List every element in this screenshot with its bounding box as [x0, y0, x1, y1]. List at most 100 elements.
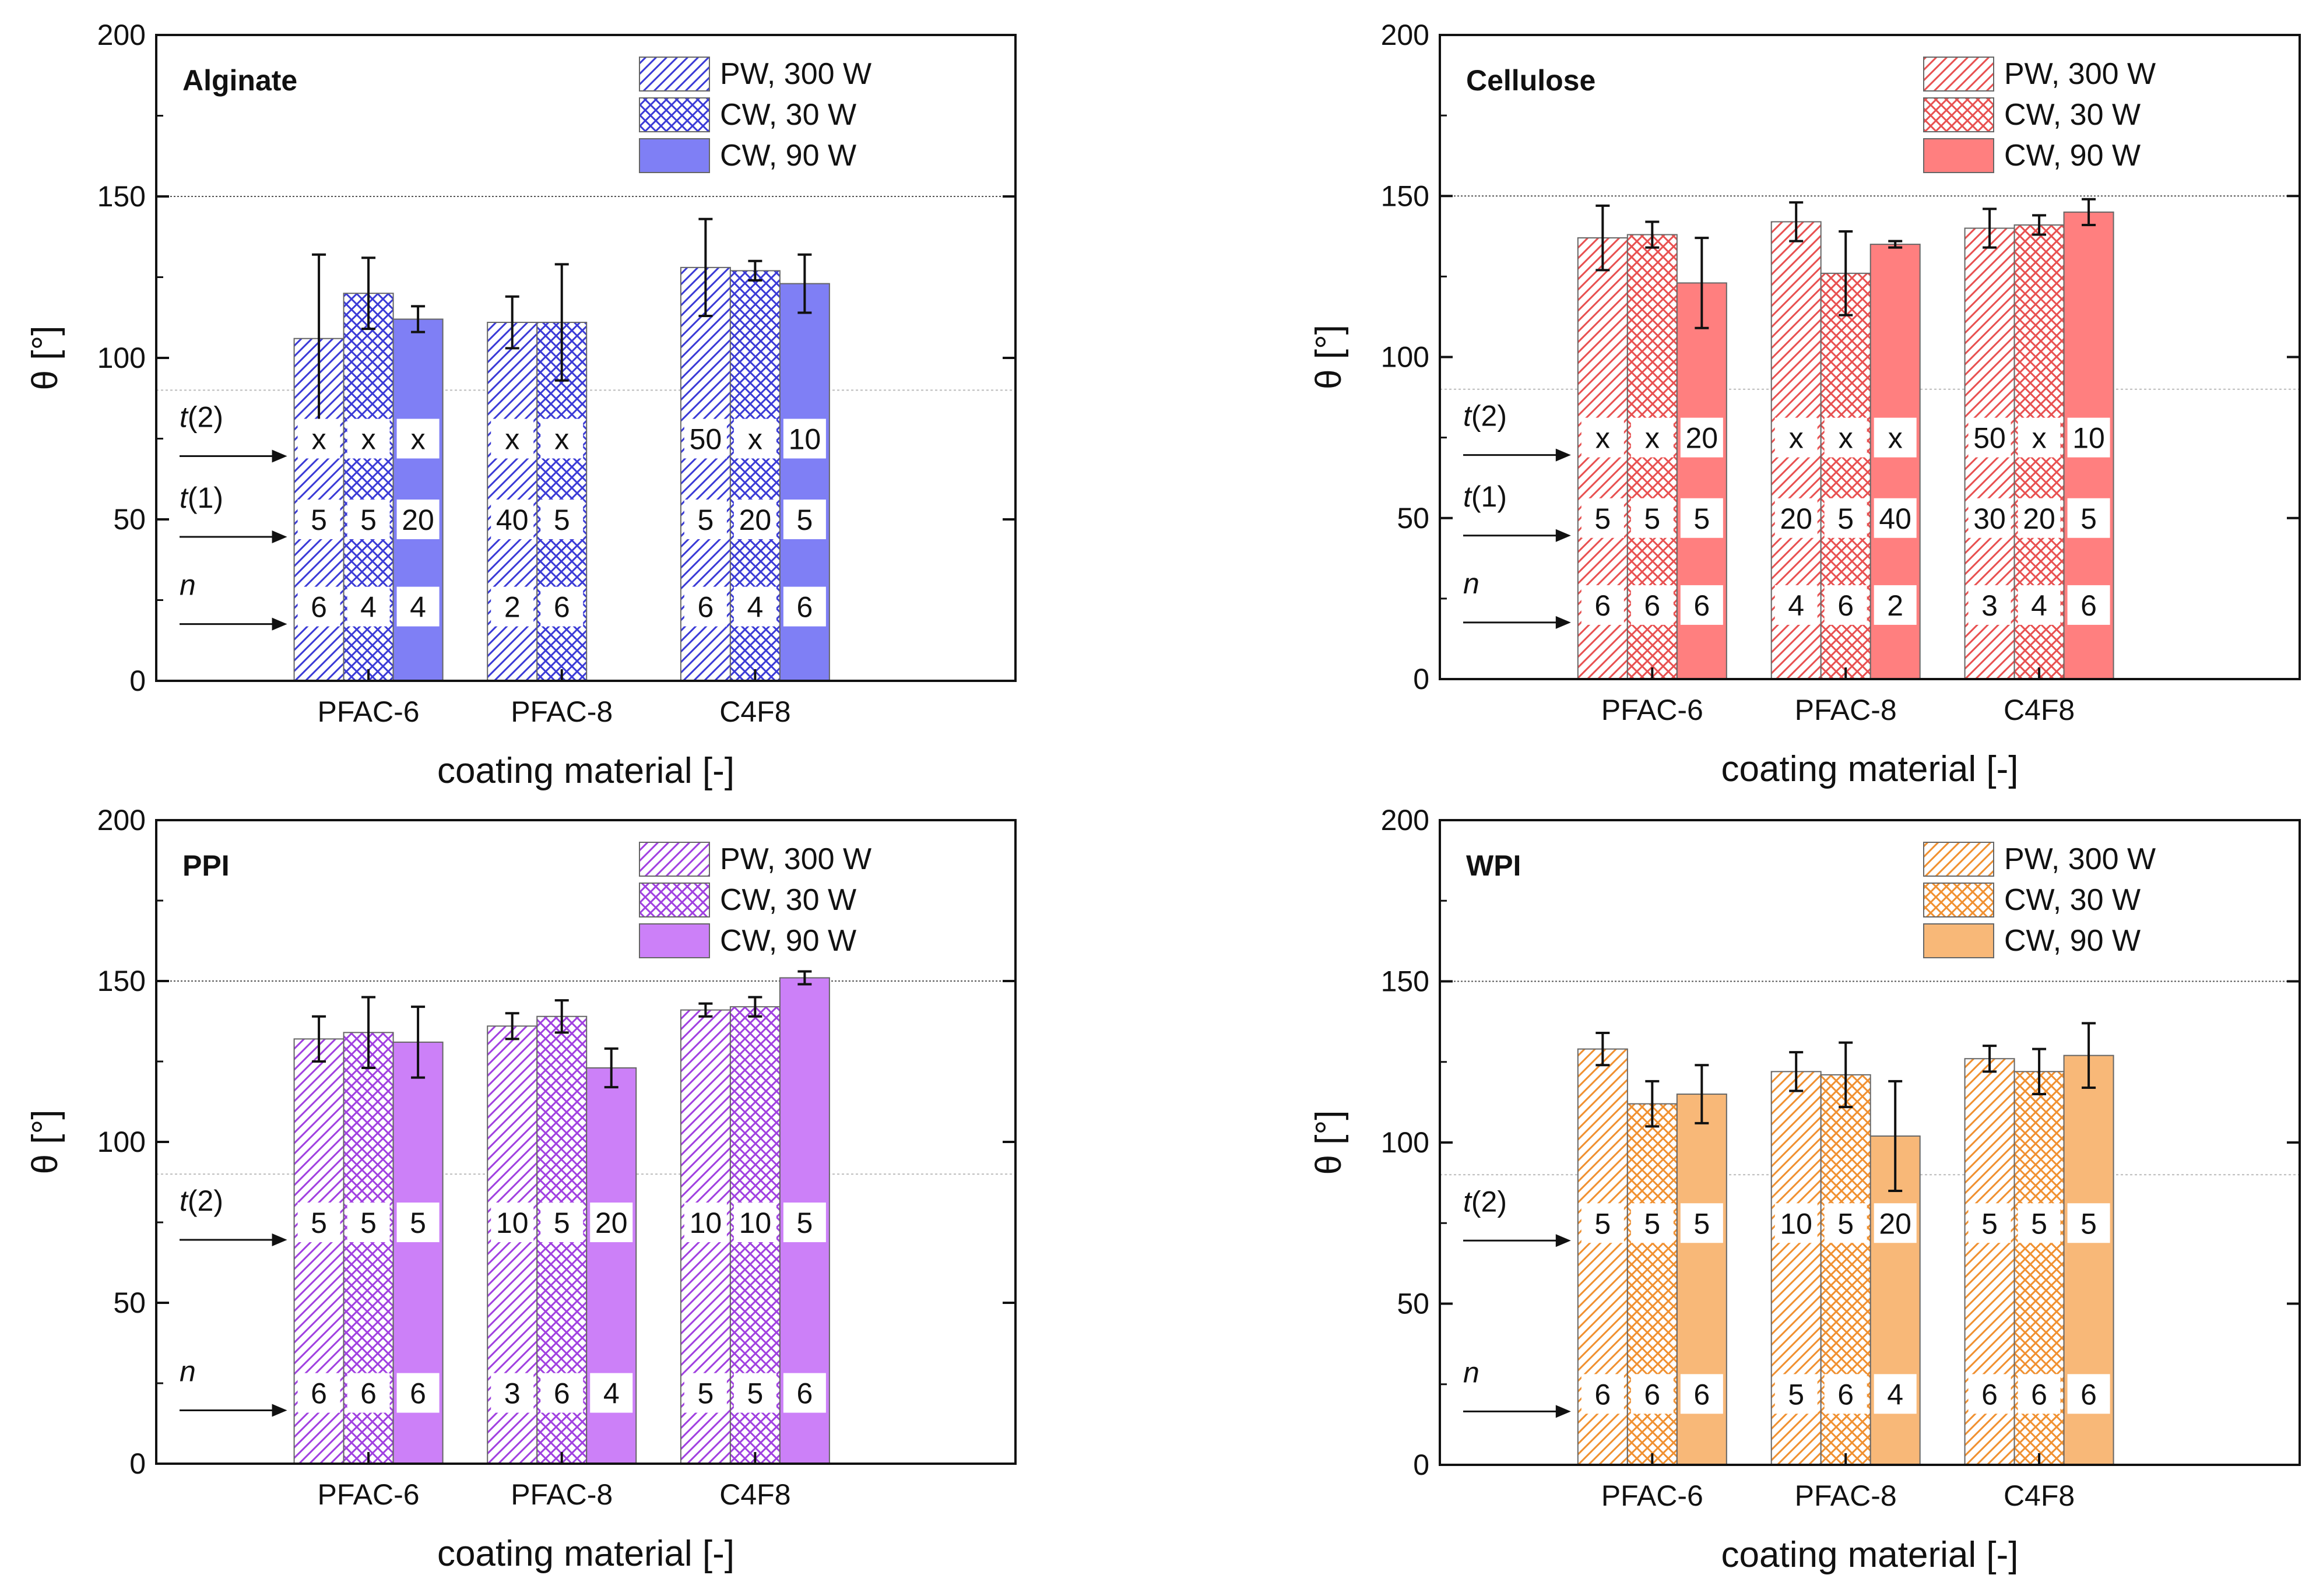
table-cell-value: 5 — [311, 1207, 327, 1239]
table-cell-value: 10 — [2072, 422, 2105, 455]
table-cell-box — [540, 1373, 584, 1413]
table-cell-value: x — [1839, 422, 1853, 455]
table-cell-value: 6 — [1644, 1378, 1660, 1411]
legend-label: CW, 90 W — [720, 139, 856, 173]
table-cell-value: x — [748, 423, 762, 456]
row-arrow-head — [272, 1233, 287, 1246]
table-cell-box — [1968, 417, 2011, 458]
table-cell-box — [783, 1203, 826, 1242]
y-tick-label: 50 — [1397, 502, 1429, 535]
table-cell-box — [783, 500, 826, 539]
y-tick-label: 50 — [113, 503, 146, 536]
legend-label: PW, 300 W — [720, 57, 871, 91]
row-arrow-head — [1555, 448, 1571, 462]
table-cell-box — [396, 586, 440, 627]
table-row-label: t(2) — [1463, 400, 1507, 433]
table-cell-box — [783, 419, 826, 459]
table-cell-value: 5 — [796, 504, 813, 536]
table-cell-box — [540, 1203, 584, 1242]
table-cell-value: 5 — [2031, 1207, 2047, 1240]
table-cell-value: 5 — [554, 1207, 570, 1239]
table-cell-value: 6 — [311, 1377, 327, 1410]
table-cell-box — [1774, 585, 1818, 625]
legend-swatch — [1923, 842, 1994, 877]
table-row-label: t(2) — [180, 401, 223, 434]
table-cell-value: 6 — [360, 1377, 377, 1410]
table-cell-box — [1680, 585, 1723, 625]
table-cell-value: 20 — [402, 504, 434, 536]
legend-label: CW, 30 W — [2004, 98, 2141, 132]
legend-label: CW, 30 W — [2004, 883, 2141, 917]
table-cell-box — [733, 1203, 776, 1242]
legend-label: PW, 300 W — [2004, 842, 2156, 876]
table-cell-box — [684, 1373, 727, 1413]
table-cell-box — [297, 586, 340, 627]
table-row-label: t(1) — [1463, 480, 1507, 513]
x-axis-title: coating material [-] — [437, 1534, 734, 1574]
panel-title: Alginate — [182, 64, 297, 97]
table-cell-value: 5 — [697, 504, 714, 536]
x-tick-label: PFAC-8 — [1795, 694, 1897, 726]
x-tick-label: PFAC-6 — [1601, 694, 1703, 726]
table-cell-value: 5 — [1788, 1378, 1804, 1411]
x-tick-label: C4F8 — [719, 695, 790, 728]
table-cell-value: x — [2032, 422, 2047, 455]
table-cell-box — [540, 500, 584, 539]
table-cell-value: 5 — [1693, 502, 1710, 535]
legend-swatch — [639, 57, 710, 92]
table-cell-value: 3 — [1981, 589, 1998, 622]
table-cell-value: 6 — [1837, 1378, 1854, 1411]
table-cell-box — [2067, 1203, 2110, 1243]
table-cell-box — [1680, 498, 1723, 538]
table-cell-value: 5 — [311, 504, 327, 536]
table-cell-box — [1774, 417, 1818, 458]
table-cell-box — [1630, 417, 1674, 458]
y-axis-title: θ [°] — [25, 1110, 65, 1175]
table-cell-box — [1774, 498, 1818, 538]
table-cell-value: 5 — [410, 1207, 426, 1239]
table-cell-value: 6 — [2080, 1378, 2097, 1411]
table-cell-value: 30 — [1973, 502, 2006, 535]
table-cell-box — [347, 586, 390, 627]
table-cell-box — [1680, 1374, 1723, 1414]
table-cell-value: 40 — [496, 504, 529, 536]
table-cell-value: 20 — [1879, 1207, 1911, 1240]
table-cell-value: 5 — [1644, 502, 1660, 535]
table-cell-box — [783, 586, 826, 627]
y-tick-label: 0 — [129, 665, 146, 697]
legend-swatch — [1923, 57, 1994, 92]
row-arrow-head — [1555, 529, 1571, 542]
table-cell-box — [1680, 417, 1723, 458]
table-cell-value: 6 — [1693, 1378, 1710, 1411]
table-cell-box — [347, 419, 390, 459]
table-cell-box — [684, 419, 727, 459]
table-cell-box — [297, 419, 340, 459]
table-cell-box — [396, 1203, 440, 1242]
table-cell-box — [2018, 417, 2061, 458]
table-cell-box — [684, 586, 727, 627]
table-cell-box — [1630, 1203, 1674, 1243]
table-cell-box — [1874, 498, 1917, 538]
table-cell-value: x — [411, 423, 426, 456]
table-cell-box — [297, 500, 340, 539]
legend-swatch — [1923, 923, 1994, 958]
table-cell-value: 5 — [1837, 1207, 1854, 1240]
y-tick-label: 100 — [1381, 1126, 1429, 1159]
table-cell-box — [491, 500, 534, 539]
y-tick-label: 100 — [1381, 341, 1429, 374]
table-cell-value: 10 — [789, 423, 821, 456]
legend-label: CW, 90 W — [2004, 139, 2141, 173]
panel-title: PPI — [182, 849, 230, 882]
y-tick-label: 50 — [1397, 1288, 1429, 1320]
row-arrow-head — [272, 449, 287, 463]
table-cell-box — [2067, 498, 2110, 538]
table-cell-box — [347, 1373, 390, 1413]
table-cell-value: 3 — [504, 1377, 521, 1410]
table-cell-value: 6 — [2031, 1378, 2047, 1411]
table-cell-box — [1630, 1374, 1674, 1414]
table-cell-value: 20 — [1780, 502, 1812, 535]
table-cell-value: 5 — [2080, 1207, 2097, 1240]
table-cell-value: 4 — [1887, 1378, 1903, 1411]
y-tick-label: 150 — [97, 965, 146, 997]
